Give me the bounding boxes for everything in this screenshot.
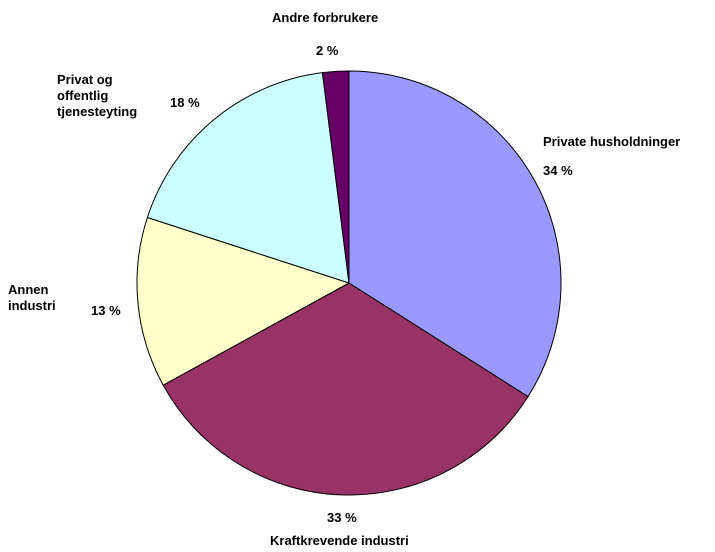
- pie-slice-private-husholdninger: [348, 70, 562, 398]
- slice-label-tjenesteyting: Privat og offentlig tjenesteyting: [57, 72, 137, 120]
- slice-value-tjenesteyting: 18 %: [170, 95, 200, 110]
- slice-label-tjenesteyting-line-1: Privat og: [57, 72, 113, 87]
- slice-label-tjenesteyting-line-3: tjenesteyting: [57, 104, 138, 119]
- slice-label-tjenesteyting-line-2: offentlig: [57, 88, 109, 103]
- pie-slice-kraftkrevende-industri: [162, 282, 529, 496]
- slice-label-annen-industri-line-1: Annen: [8, 282, 49, 297]
- slice-value-kraftkrevende-industri: 33 %: [327, 510, 357, 525]
- pie-slice-andre-forbrukere: [321, 70, 350, 284]
- slice-label-andre-forbrukere: Andre forbrukere: [272, 10, 379, 25]
- pie-slice-annen-industri: [136, 216, 350, 386]
- slice-value-private-husholdninger: 34 %: [543, 163, 573, 178]
- slice-label-annen-industri: Annen industri: [8, 282, 56, 314]
- slice-label-kraftkrevende-industri: Kraftkrevende industri: [270, 533, 409, 548]
- slice-label-annen-industri-line-2: industri: [8, 298, 56, 313]
- slice-value-annen-industri: 13 %: [91, 303, 121, 318]
- pie-slice-privat-og-offentlig-tjenesteyting: [146, 72, 350, 284]
- slice-label-private-husholdninger: Private husholdninger: [543, 134, 681, 149]
- slice-value-andre-forbrukere: 2 %: [316, 43, 339, 58]
